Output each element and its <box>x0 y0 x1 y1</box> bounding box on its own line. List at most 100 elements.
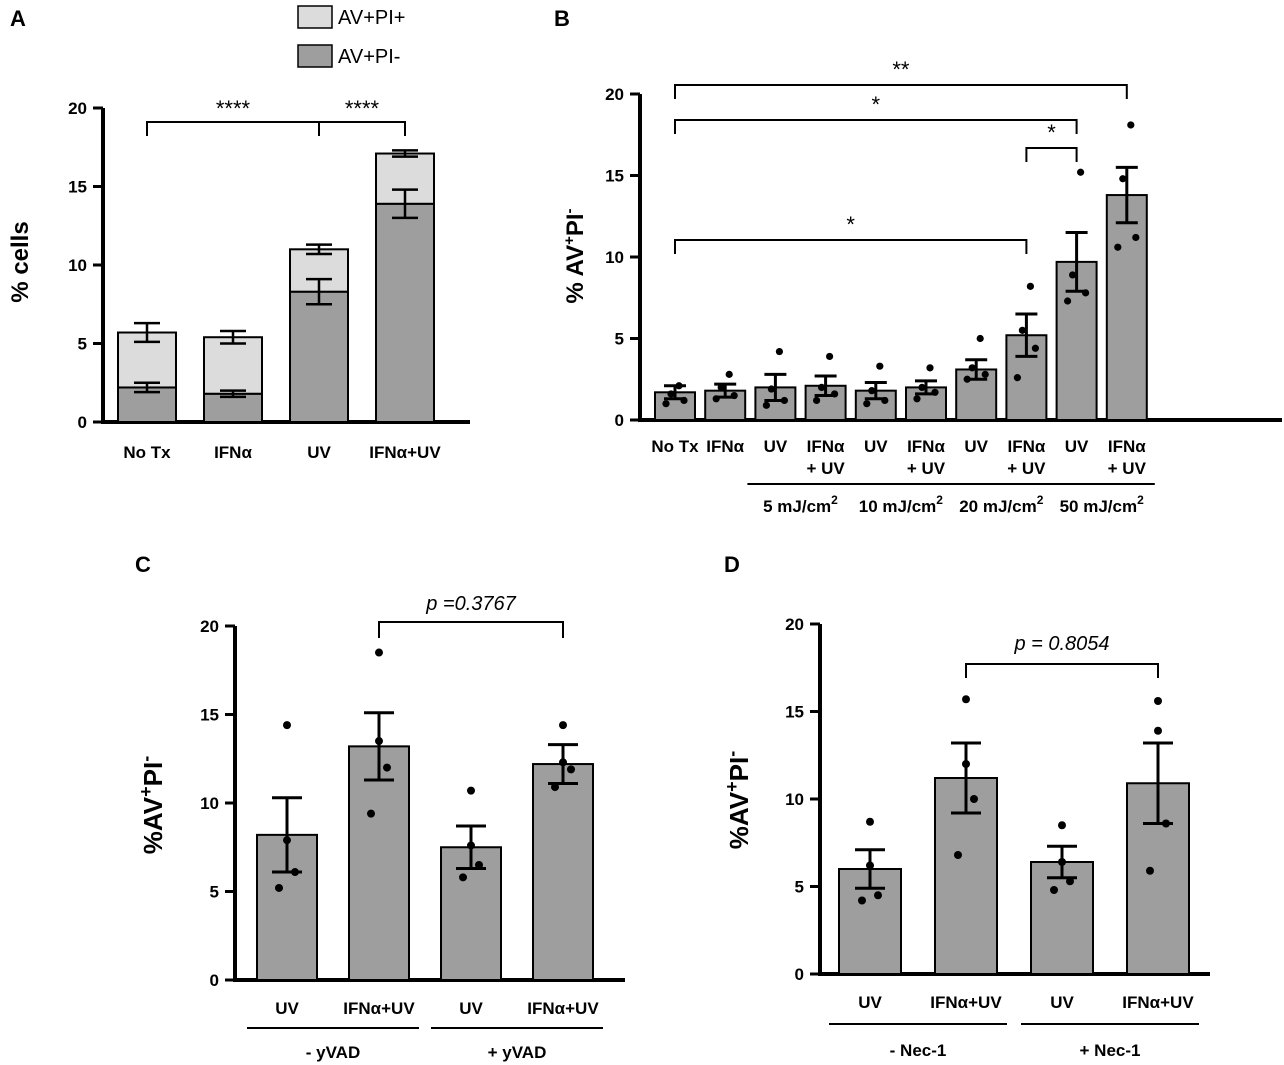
y-axis-label: %AV+PI- <box>722 751 754 849</box>
x-category-label: UV <box>1065 437 1089 456</box>
y-tick-label: 20 <box>200 617 219 636</box>
data-point <box>876 362 884 370</box>
panel-a: A AV+PI+ AV+PI- % cells 0 5 10 15 20 No Tx IFN… <box>7 5 470 462</box>
data-point <box>283 721 291 730</box>
group-label-text: 20 mJ/cm <box>959 497 1037 516</box>
data-point <box>275 883 283 892</box>
x-category-label: IFNα+UV <box>930 993 1002 1012</box>
x-category-label: IFNα+UV <box>1122 993 1194 1012</box>
bar <box>532 763 594 981</box>
data-point <box>962 695 970 704</box>
data-point <box>367 809 375 818</box>
y-tick-label: 5 <box>78 335 87 354</box>
significance-label: * <box>846 212 855 237</box>
significance-bracket <box>318 121 406 136</box>
panel-letter-d: D <box>724 552 740 577</box>
group-label-superscript: 2 <box>831 493 838 507</box>
y-axis-label: % AV+PI- <box>561 208 589 303</box>
group-label: 50 mJ/cm2 <box>1060 493 1145 516</box>
x-category-label: UV <box>964 437 988 456</box>
data-point <box>1026 282 1034 290</box>
y-tick-label: 10 <box>785 790 804 809</box>
bar-segment-av-pi-pos <box>203 336 263 395</box>
data-point <box>567 765 575 774</box>
panel-d: D %AV+PI- 0 5 10 15 20 UV IFNα+UV UV IFNα+UV - Ne… <box>722 552 1210 1060</box>
group-label: 5 mJ/cm2 <box>763 493 838 516</box>
x-category-label: IFNα <box>214 443 252 462</box>
group-label-text: + yVAD <box>488 1043 547 1062</box>
significance-bracket <box>674 84 1128 99</box>
y-tick-label: 0 <box>78 413 87 432</box>
data-point <box>868 387 876 395</box>
y-label-sup-plus: + <box>136 786 156 797</box>
y-tick-label: 15 <box>785 703 804 722</box>
y-tick-label: 5 <box>795 878 804 897</box>
significance-bracket <box>378 621 564 638</box>
y-label-sup-plus: + <box>561 236 578 245</box>
group-label: 20 mJ/cm2 <box>959 493 1044 516</box>
y-label-sup-minus: - <box>136 756 156 762</box>
panel-b: B % AV+PI- 0 5 10 15 20 No Tx IFNα UV IFNα + UV UV… <box>554 6 1282 516</box>
y-tick-label: 0 <box>210 971 219 990</box>
y-label-main: %AV <box>724 791 754 849</box>
y-tick-label: 0 <box>795 965 804 984</box>
y-tick-label: 10 <box>605 248 624 267</box>
bar-segment-av-pi-neg <box>203 392 263 423</box>
panel-letter-a: A <box>10 6 26 31</box>
plot-area-a: 0 5 10 15 20 No Tx IFNα UV IFNα+UV **** **** <box>68 96 470 462</box>
data-point <box>813 396 821 405</box>
significance-bracket <box>146 121 320 136</box>
data-point <box>976 334 984 343</box>
x-category-label: + UV <box>806 459 845 478</box>
data-point <box>1154 726 1162 735</box>
group-label-superscript: 2 <box>1137 493 1144 507</box>
legend-label-av-pi-pos: AV+PI+ <box>338 7 405 29</box>
y-label-pi: PI <box>562 213 589 236</box>
x-category-label: IFNα+UV <box>343 999 415 1018</box>
data-point <box>1146 866 1154 875</box>
bar-segment-av-pi-neg <box>375 202 435 423</box>
data-point <box>826 352 834 361</box>
panel-letter-b: B <box>554 6 570 31</box>
group-label: 10 mJ/cm2 <box>859 493 944 516</box>
panel-c: C %AV+PI- 0 5 10 15 20 UV IFNα+UV UV IFNα+UV - yV… <box>135 552 625 1062</box>
significance-label: **** <box>345 96 380 121</box>
significance-label: * <box>872 92 881 117</box>
data-point <box>775 347 784 356</box>
data-point <box>725 370 733 378</box>
data-point <box>1050 886 1058 894</box>
data-point <box>818 383 826 391</box>
data-point <box>926 364 934 372</box>
y-tick-label: 10 <box>200 794 219 813</box>
panel-letter-c: C <box>135 552 151 577</box>
data-point <box>667 390 675 398</box>
y-tick-label: 15 <box>68 178 87 197</box>
data-point <box>858 896 866 905</box>
data-point <box>662 400 670 408</box>
data-point <box>459 873 467 882</box>
y-tick-label: 20 <box>68 99 87 118</box>
data-point <box>1018 326 1026 334</box>
data-point <box>1069 271 1077 279</box>
data-point <box>954 851 962 859</box>
y-tick-label: 10 <box>68 256 87 275</box>
plot-area-c: 0 5 10 15 20 UV IFNα+UV UV IFNα+UV - yVAD + yVAD p … <box>200 593 625 1062</box>
y-label-main: %AV <box>138 796 168 854</box>
data-point <box>970 795 978 803</box>
data-point <box>913 395 921 403</box>
significance-bracket <box>1025 147 1078 162</box>
y-tick-label: 0 <box>615 411 624 430</box>
y-label-sup-minus: - <box>561 208 578 213</box>
x-category-label: No Tx <box>651 437 699 456</box>
bar-segment-av-pi-neg <box>289 290 349 423</box>
group-label-text: + Nec-1 <box>1080 1041 1141 1060</box>
data-point <box>1013 374 1022 382</box>
y-label-sup-plus: + <box>722 781 742 792</box>
y-label-main: % AV <box>562 245 589 304</box>
group-label-text: - Nec-1 <box>890 1041 947 1060</box>
x-category-label: IFNα+UV <box>527 999 599 1018</box>
y-label-sup-minus: - <box>722 751 742 757</box>
data-point <box>1031 344 1039 352</box>
legend-label-av-pi-neg: AV+PI- <box>338 46 400 68</box>
bar <box>1005 334 1048 421</box>
